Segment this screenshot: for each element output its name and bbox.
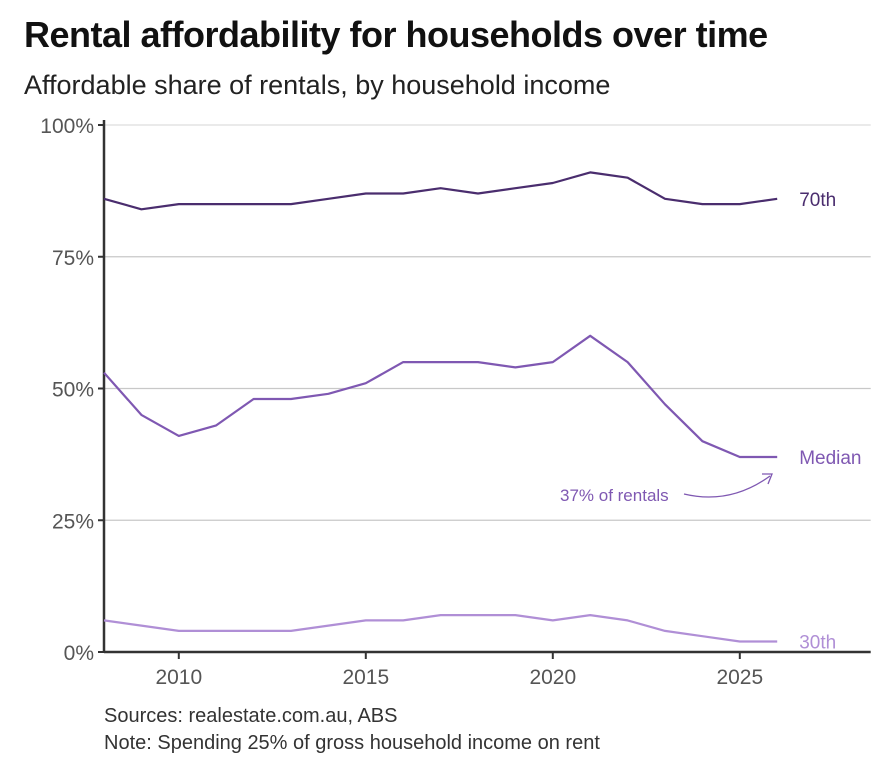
chart-footnotes: Sources: realestate.com.au, ABS Note: Sp…: [104, 703, 600, 757]
annotation-arrow: [683, 475, 771, 498]
series-line-median: [103, 334, 778, 459]
y-tick-label: 100%: [40, 115, 94, 138]
annotation-arrowhead: [762, 473, 773, 485]
note-text: Note: Spending 25% of gross household in…: [104, 732, 600, 754]
y-tick-label: 50%: [52, 379, 94, 402]
y-tick-label: 25%: [52, 510, 94, 533]
series-line-30th: [103, 613, 778, 643]
x-tick-label: 2010: [155, 666, 202, 689]
series-label: 70th: [799, 190, 836, 211]
series-line-70th: [103, 171, 778, 211]
x-tick-label: 2015: [342, 666, 389, 689]
y-tick-label: 0%: [64, 642, 94, 665]
sources-text: Sources: realestate.com.au, ABS: [104, 705, 398, 727]
series-label: 30th: [799, 632, 836, 653]
series-label: Median: [799, 448, 861, 469]
x-tick-label: 2020: [529, 666, 576, 689]
annotation-text: 37% of rentals: [560, 486, 669, 505]
chart-subtitle: Affordable share of rentals, by househol…: [24, 70, 611, 100]
x-tick-label: 2025: [716, 666, 763, 689]
chart-title: Rental affordability for households over…: [24, 14, 768, 55]
y-tick-label: 75%: [52, 247, 94, 270]
